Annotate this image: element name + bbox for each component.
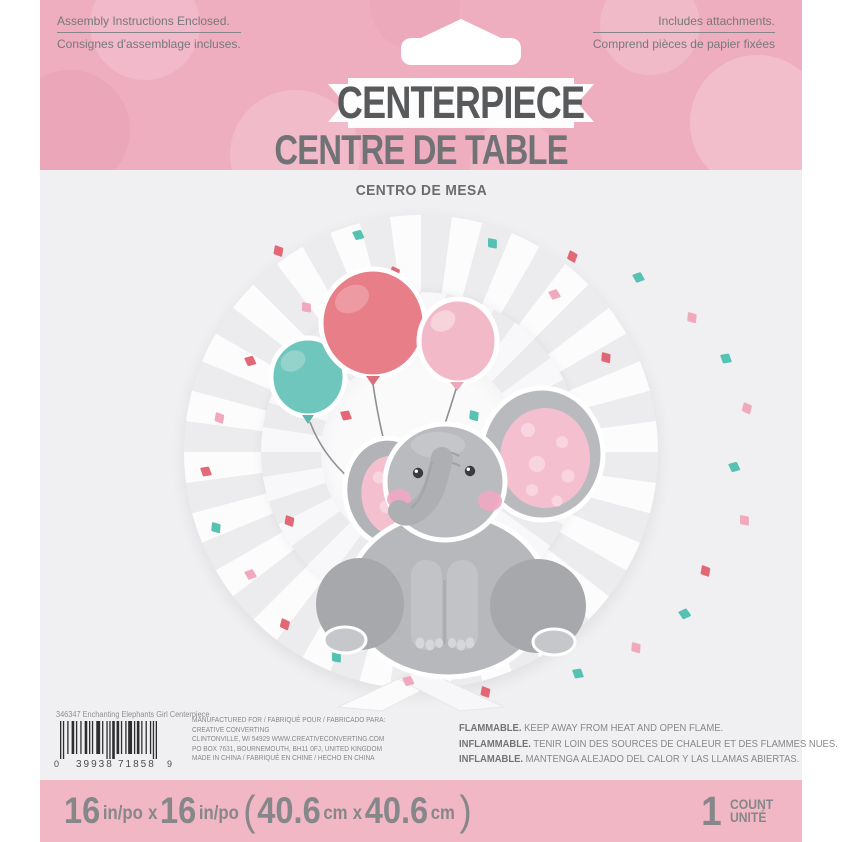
assembly-note-fr: Consignes d'assemblage incluses.: [57, 37, 241, 51]
elephant-illustration: [316, 385, 606, 680]
manufacturer-line: MADE IN CHINA / FABRIQUÉ EN CHINE / HECH…: [192, 753, 375, 763]
manufacturer-info: MANUFACTURED FOR / FABRIQUÉ POUR / FABRI…: [192, 715, 385, 763]
assembly-note-en: Assembly Instructions Enclosed.: [57, 14, 241, 33]
dimensions-text: 16 in/po x 16 in/po ( 40.6 cm x 40.6 cm …: [64, 787, 472, 834]
manufacturer-line: PO BOX 7631, BOURNEMOUTH, BH11 0FJ, UNIT…: [192, 743, 383, 753]
header-band: Assembly Instructions Enclosed. Consigne…: [40, 0, 802, 170]
warning-line-en: FLAMMABLE. KEEP AWAY FROM HEAT AND OPEN …: [459, 722, 724, 734]
upc-group2: 71858: [118, 759, 156, 770]
attachments-note-en: Includes attachments.: [592, 14, 775, 33]
attachments-note-fr: Comprend pièces de papier fixées: [592, 37, 775, 51]
warning-line-fr: INFLAMMABLE. TENIR LOIN DES SOURCES DE C…: [459, 737, 838, 750]
upc-lead-digit: 0: [54, 759, 59, 769]
elephant-front-legs: [411, 560, 478, 651]
pink-balloon: [416, 296, 500, 391]
bokeh-circle: [690, 55, 802, 170]
hang-tab: [401, 38, 521, 65]
manufacturer-line: MANUFACTURED FOR / FABRIQUÉ POUR / FABRI…: [192, 715, 386, 724]
count-label-fr: UNITÉ: [730, 810, 767, 825]
elephant-right-ear: [478, 385, 606, 523]
product-title-en: CENTERPIECE: [337, 77, 585, 128]
manufacturer-line: CREATIVE CONVERTING: [192, 724, 270, 734]
size-bar: 16 in/po x 16 in/po ( 40.6 cm x 40.6 cm …: [40, 780, 802, 842]
balloon-bouquet: [268, 266, 500, 424]
upc-group1: 39938: [76, 759, 114, 770]
item-code-label: 346347 Enchanting Elephants Girl Centerp…: [56, 710, 210, 719]
teal-balloon: [268, 335, 348, 424]
elephant-trunk: [388, 447, 453, 526]
flammable-warnings: FLAMMABLE. KEEP AWAY FROM HEAT AND OPEN …: [459, 721, 838, 768]
size-cm: 40.6: [257, 790, 321, 831]
attachments-note: Includes attachments. Comprend pièces de…: [592, 14, 775, 51]
barcode: 0 39938 71858 9: [54, 721, 172, 770]
size-inches: 16: [64, 790, 101, 831]
confetti-group: [200, 229, 752, 698]
centerpiece-artwork: [200, 229, 752, 712]
product-title-es: CENTRO DE MESA: [355, 182, 487, 199]
assembly-note: Assembly Instructions Enclosed. Consigne…: [57, 14, 241, 51]
warning-line-es: INFLAMABLE. MANTENGA ALEJADO DEL CALOR Y…: [459, 753, 800, 765]
count-number: 1: [701, 787, 722, 834]
size-cm: 40.6: [364, 790, 429, 831]
manufacturer-line: CLINTONVILLE, WI 54929 WWW.CREATIVECONVE…: [192, 734, 385, 744]
product-title-fr: CENTRE DE TABLE: [274, 126, 568, 170]
size-inches: 16: [160, 790, 197, 831]
count-text: 1 COUNT UNITÉ: [700, 780, 778, 842]
upc-check-digit: 9: [167, 759, 172, 769]
count-label-en: COUNT: [730, 796, 774, 812]
product-display-card: CENTRO DE MESA: [40, 170, 802, 780]
banner-ribbon: CENTERPIECE: [337, 77, 585, 128]
